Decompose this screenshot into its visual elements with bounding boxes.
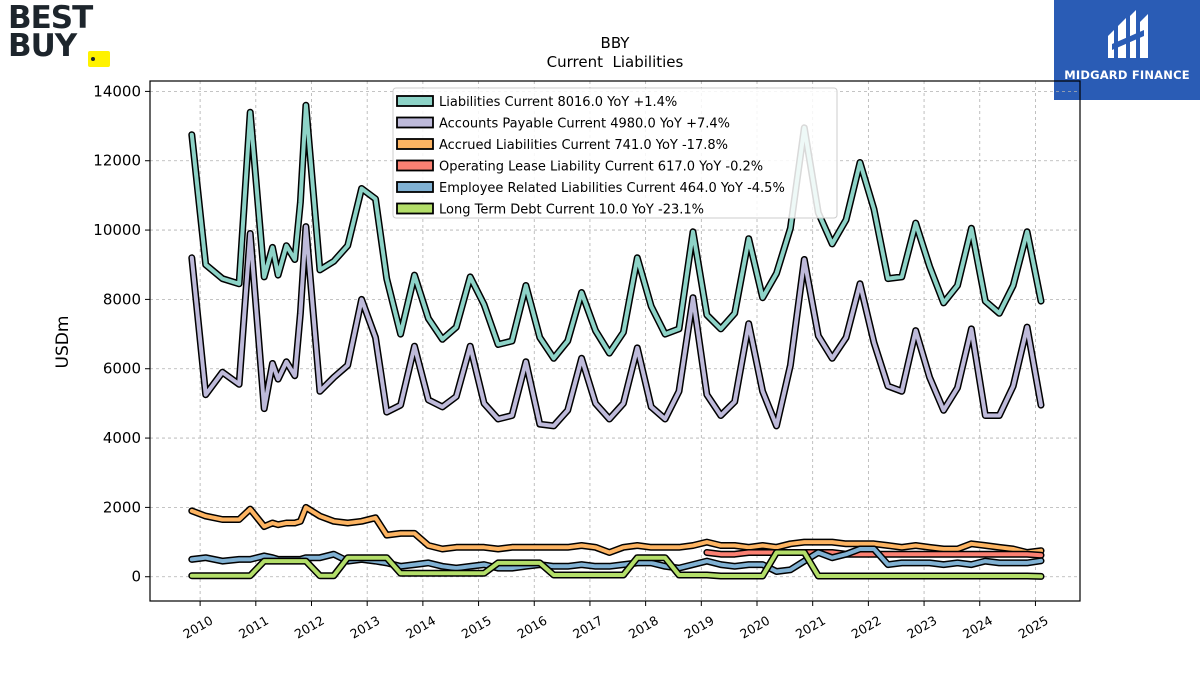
x-tick-label: 2015 bbox=[459, 613, 494, 642]
legend-label: Liabilities Current 8016.0 YoY +1.4% bbox=[439, 95, 677, 110]
y-tick-label: 8000 bbox=[103, 290, 141, 308]
series-lines bbox=[188, 101, 1045, 580]
y-tick-label: 10000 bbox=[93, 221, 141, 239]
x-tick-label: 2024 bbox=[960, 613, 995, 642]
x-tick-label: 2019 bbox=[682, 613, 717, 642]
legend-swatch bbox=[396, 95, 434, 107]
legend-swatch bbox=[396, 202, 434, 215]
series-line bbox=[189, 103, 1043, 361]
price-tag-icon bbox=[88, 51, 110, 67]
x-tick-label: 2013 bbox=[347, 613, 382, 642]
x-tick-label: 2025 bbox=[1016, 613, 1051, 642]
y-tick-label: 12000 bbox=[93, 152, 141, 170]
y-tick-label: 14000 bbox=[93, 82, 141, 100]
legend-swatch bbox=[396, 159, 434, 172]
y-tick-label: 0 bbox=[131, 568, 141, 586]
legend-swatch bbox=[396, 116, 434, 129]
chart-subtitle: Current Liabilities bbox=[547, 53, 684, 71]
x-tick-label: 2012 bbox=[292, 613, 327, 642]
legend: Liabilities Current 8016.0 YoY +1.4% Acco… bbox=[392, 87, 838, 219]
y-tick-label: 6000 bbox=[103, 360, 141, 378]
series-line bbox=[189, 550, 1043, 579]
legend-label: Operating Lease Liability Current 617.0 … bbox=[439, 160, 763, 175]
x-tick-label: 2014 bbox=[403, 613, 438, 642]
legend-swatch bbox=[396, 181, 434, 193]
best-buy-logo-line2: BUY bbox=[8, 28, 77, 64]
x-tick-label: 2010 bbox=[180, 613, 215, 642]
x-tick-label: 2018 bbox=[626, 613, 661, 642]
legend-swatch bbox=[396, 138, 434, 150]
midgard-emblem-icon bbox=[1108, 10, 1148, 58]
legend-label: Long Term Debt Current 10.0 YoY -23.1% bbox=[439, 203, 704, 218]
best-buy-logo: BEST BUY bbox=[8, 0, 118, 74]
x-tick-label: 2022 bbox=[849, 613, 884, 642]
legend-label: Accounts Payable Current 4980.0 YoY +7.4… bbox=[439, 117, 730, 132]
x-tick-label: 2023 bbox=[904, 613, 939, 642]
legend-label: Accrued Liabilities Current 741.0 YoY -1… bbox=[439, 138, 728, 153]
legend-box bbox=[392, 87, 838, 219]
chart-title: BBY bbox=[601, 34, 631, 52]
midgard-finance-logo: MIDGARD FINANCE bbox=[1054, 0, 1200, 100]
y-tick-label: 2000 bbox=[103, 498, 141, 516]
series-line bbox=[189, 224, 1043, 428]
legend-label: Employee Related Liabilities Current 464… bbox=[439, 181, 785, 196]
midgard-finance-label: MIDGARD FINANCE bbox=[1064, 68, 1190, 82]
x-tick-label: 2017 bbox=[570, 613, 605, 642]
y-tick-label: 4000 bbox=[103, 429, 141, 447]
x-tick-label: 2011 bbox=[236, 613, 271, 642]
series-line bbox=[189, 505, 1043, 555]
plot-frame bbox=[149, 80, 1081, 602]
y-axis-label: USDm bbox=[53, 316, 73, 369]
x-tick-label: 2020 bbox=[737, 613, 772, 642]
best-buy-logo-line1: BEST bbox=[8, 0, 93, 36]
x-tick-label: 2021 bbox=[793, 613, 828, 642]
x-tick-label: 2016 bbox=[514, 613, 549, 642]
